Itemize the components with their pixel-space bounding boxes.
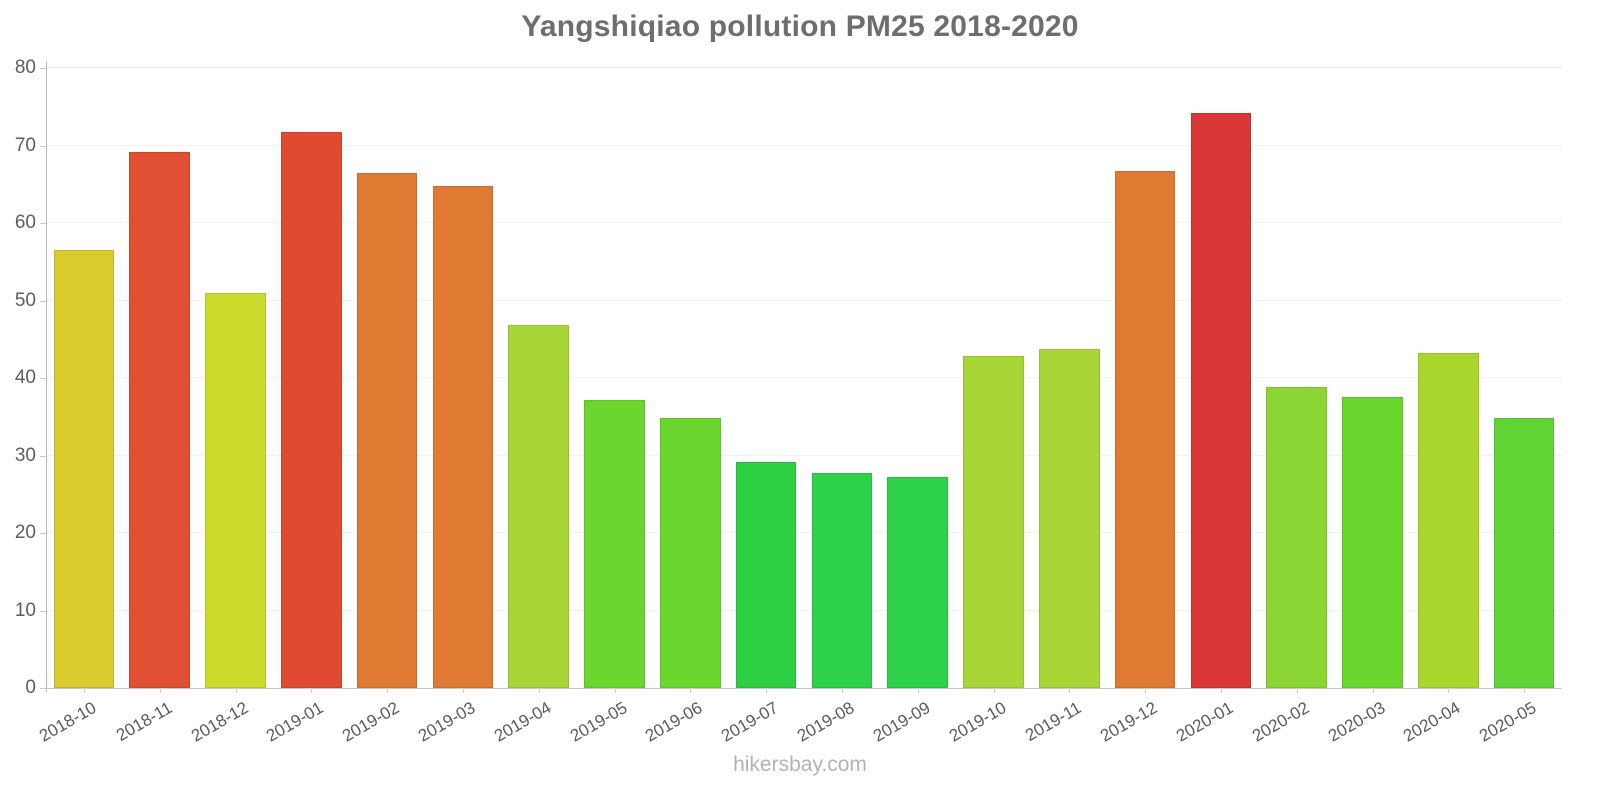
- bar-2020-03[interactable]: [1342, 397, 1403, 688]
- bar-2019-05[interactable]: [584, 400, 645, 688]
- x-axis-tick-label: 2020-01: [1172, 698, 1237, 746]
- bar-2018-11[interactable]: [129, 152, 190, 688]
- y-axis-tick-label: 60: [14, 212, 36, 233]
- y-axis-tick-label: 0: [25, 677, 36, 698]
- page-title: Yangshiqiao pollution PM25 2018-2020: [521, 10, 1079, 43]
- gridline: [46, 454, 1562, 456]
- bar-2019-09[interactable]: [887, 477, 948, 688]
- bar-2018-12[interactable]: [205, 292, 266, 688]
- y-axis-tick-mark: [40, 378, 47, 379]
- x-axis-tick-mark: [841, 688, 843, 693]
- x-axis-tick-label: 2020-05: [1476, 698, 1540, 746]
- x-axis: 2018-10 2018-11 2018-12 2019-01 2019-02 2019-…: [36, 688, 1562, 758]
- source-watermark: hikersbay.com: [733, 753, 867, 776]
- x-axis-tick-label: 2019-06: [642, 698, 706, 746]
- bar-2019-11[interactable]: [1038, 349, 1100, 688]
- x-axis-tick-mark: [311, 688, 313, 693]
- plot-area: [46, 67, 1562, 688]
- bar-2020-01[interactable]: [1190, 112, 1252, 688]
- x-axis-tick-label: 2018-11: [112, 698, 176, 746]
- x-axis-tick-label: 2019-04: [490, 698, 555, 746]
- y-axis-tick-mark: [40, 533, 47, 534]
- x-axis-tick-label: 2019-07: [718, 698, 782, 746]
- x-axis-tick-label: 2019-05: [566, 698, 630, 746]
- y-axis-tick-mark: [40, 145, 47, 147]
- x-axis-tick-label: 2020-02: [1248, 698, 1313, 746]
- x-axis-tick-mark: [1448, 688, 1450, 693]
- x-axis-tick-mark: [993, 688, 995, 693]
- bar-2020-04[interactable]: [1417, 353, 1479, 688]
- x-axis-tick-mark: [1069, 688, 1071, 693]
- y-axis-tick-mark: [40, 223, 47, 224]
- x-axis-tick-mark: [690, 688, 692, 693]
- x-axis-tick-label: 2019-09: [869, 698, 934, 746]
- gridline: [46, 299, 1562, 301]
- gridline: [46, 67, 1562, 68]
- x-axis-tick-mark: [1524, 688, 1526, 693]
- y-axis-tick-label: 40: [14, 367, 36, 388]
- x-axis-tick-mark: [1296, 688, 1298, 693]
- y-axis-tick-label: 80: [14, 57, 36, 78]
- x-axis-tick-mark: [159, 688, 161, 693]
- y-axis-tick-mark: [40, 300, 47, 302]
- x-axis-tick-mark: [235, 688, 237, 693]
- gridline: [46, 377, 1562, 378]
- x-axis-tick-mark: [387, 688, 389, 693]
- y-axis-tick-label: 30: [14, 444, 36, 466]
- bar-2019-06[interactable]: [659, 418, 721, 688]
- bar-2020-02[interactable]: [1266, 387, 1327, 688]
- y-axis-line: [46, 62, 47, 692]
- bar-2019-07[interactable]: [735, 462, 797, 688]
- x-axis-tick-mark: [917, 688, 919, 693]
- x-axis-tick-mark: [1145, 688, 1147, 693]
- y-axis-tick-label: 70: [14, 134, 36, 156]
- x-axis-tick-label: 2019-08: [793, 698, 858, 746]
- x-axis-tick-label: 2020-03: [1324, 698, 1388, 746]
- y-axis-tick-mark: [40, 68, 47, 69]
- gridline: [46, 144, 1562, 146]
- bar-2019-04[interactable]: [508, 325, 569, 688]
- x-axis-tick-label: 2019-12: [1097, 698, 1161, 746]
- x-axis-tick-label: 2019-03: [414, 698, 479, 746]
- gridline: [46, 532, 1562, 533]
- x-axis-tick-mark: [1220, 688, 1222, 693]
- bar-2019-08[interactable]: [811, 473, 873, 688]
- x-axis-tick-mark: [766, 688, 768, 693]
- x-axis-tick-label: 2018-12: [187, 698, 251, 746]
- x-axis-tick-mark: [462, 688, 464, 693]
- y-axis-tick-label: 50: [14, 289, 36, 311]
- x-axis-tick-mark: [83, 688, 85, 693]
- bar-2019-02[interactable]: [356, 172, 418, 688]
- x-axis-tick-label: 2019-02: [339, 698, 403, 746]
- x-axis-tick-label: 2019-11: [1022, 698, 1085, 746]
- x-axis-tick-label: 2019-01: [263, 698, 327, 746]
- x-axis-tick-mark: [538, 688, 540, 693]
- x-axis-tick-mark: [614, 688, 616, 693]
- x-axis-tick-mark: [1372, 688, 1374, 693]
- y-axis-tick-mark: [40, 610, 47, 612]
- y-axis-tick-label: 20: [14, 522, 36, 543]
- x-axis-tick-label: 2018-10: [35, 698, 100, 746]
- bar-2019-12[interactable]: [1114, 171, 1176, 688]
- bar-2019-03[interactable]: [432, 185, 494, 688]
- bar-2019-01[interactable]: [280, 132, 342, 688]
- gridline: [46, 222, 1562, 223]
- y-axis-tick-label: 10: [14, 599, 36, 621]
- bar-2020-05[interactable]: [1493, 418, 1555, 688]
- y-axis: 0 10 20 30 40 50 60 70 80: [0, 57, 1600, 698]
- x-axis-tick-label: 2019-10: [945, 698, 1009, 746]
- bar-2018-10[interactable]: [53, 250, 115, 688]
- bar-2019-10[interactable]: [963, 355, 1024, 688]
- gridline: [46, 609, 1562, 611]
- x-axis-line: [40, 688, 1562, 689]
- x-axis-tick-label: 2020-04: [1400, 698, 1464, 746]
- y-axis-tick-mark: [40, 455, 47, 457]
